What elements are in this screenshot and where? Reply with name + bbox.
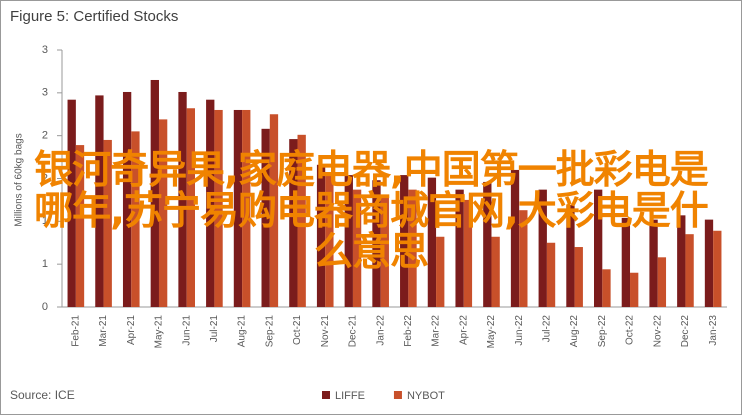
bar [657,257,667,307]
bar [566,205,575,307]
x-tick-label: Jul-21 [209,315,220,343]
bar [436,236,445,307]
x-tick-label: Apr-21 [126,315,137,345]
bar [649,219,658,307]
x-tick-label: Aug-22 [569,315,580,348]
x-tick-label: Nov-21 [320,315,331,348]
overlay-text: 银河奇异果,家庭电器,中国第一批彩电是 哪年,苏宁易购电器商城官网,大彩电是什 么意… [0,150,742,273]
bar [122,91,132,307]
bar [483,181,492,307]
x-tick-label: Feb-21 [70,315,81,347]
bar [594,189,603,307]
x-tick-label: Dec-21 [348,315,359,348]
bar [574,247,583,307]
bar [269,114,279,307]
bar [677,215,686,307]
bar [546,242,556,307]
bar [158,119,168,307]
bar [427,177,437,307]
bar [150,79,159,307]
bar [95,95,104,307]
bar [352,189,362,307]
bar [704,219,714,307]
x-tick-label: Jan-23 [708,315,719,346]
x-tick-label: Mar-22 [431,315,442,347]
bar [713,230,722,307]
y-tick-label: 2 [42,130,48,142]
y-tick-label: 2 [42,172,48,184]
chart-title: Figure 5: Certified Stocks [10,8,178,25]
x-tick-label: Jun-21 [181,315,192,346]
bar [75,145,85,307]
y-tick-label: 1 [42,215,48,227]
legend-swatch [393,391,402,399]
bar [519,210,528,307]
x-tick-label: Aug-21 [237,315,248,348]
x-tick-label: Oct-22 [625,315,636,345]
bar [491,236,500,307]
bar [538,189,547,307]
x-tick-label: Apr-22 [458,315,469,345]
bar [463,199,473,307]
bar [602,269,611,307]
x-tick-label: Dec-22 [680,315,691,348]
bar [510,169,520,307]
legend-label: NYBOT [407,390,445,402]
bar [685,234,694,307]
y-axis-label: Millions of 60kg bags [14,133,25,226]
bar [621,217,631,307]
overlay-line: 么意思 [313,230,429,275]
bar [630,272,639,307]
x-tick-label: Sep-21 [264,315,275,348]
x-tick-label: Jan-22 [375,315,386,346]
bar [297,134,306,307]
y-tick-label: 3 [42,87,48,99]
bar [289,139,298,307]
source: Source: ICE [10,388,75,402]
overlay-line: 哪年,苏宁易购电器商城官网,大彩电是什 [34,189,709,234]
x-tick-label: Mar-21 [98,315,109,347]
bar [400,175,409,307]
bar [455,189,464,307]
bar [408,189,417,307]
overlay-line: 银河奇异果,家庭电器,中国第一批彩电是 [34,148,709,193]
bar [316,164,326,307]
x-tick-label: Jul-22 [542,315,553,343]
bar [372,180,381,307]
x-tick-label: Feb-22 [403,315,414,347]
y-tick-label: 0 [42,301,48,313]
bar [380,194,389,307]
legend-swatch [322,391,330,399]
x-tick-label: Nov-22 [652,315,663,348]
x-tick-label: Jun-22 [514,315,525,346]
y-tick-label: 1 [42,258,48,270]
x-tick-label: May-21 [154,315,165,349]
bar [344,175,353,307]
bar [214,109,223,307]
bar [67,99,76,307]
bar [186,108,195,308]
bar [261,128,270,307]
x-tick-label: Oct-21 [292,315,303,345]
legend-label: LIFFE [335,390,365,402]
bar [206,99,215,307]
bar [178,91,187,307]
x-tick-label: Sep-22 [597,315,608,348]
bar [233,109,243,307]
x-tick-label: May-22 [486,315,497,349]
bar [131,131,140,307]
bar [242,109,251,307]
y-tick-label: 3 [42,44,48,56]
bar [103,139,112,307]
bar [325,175,334,307]
